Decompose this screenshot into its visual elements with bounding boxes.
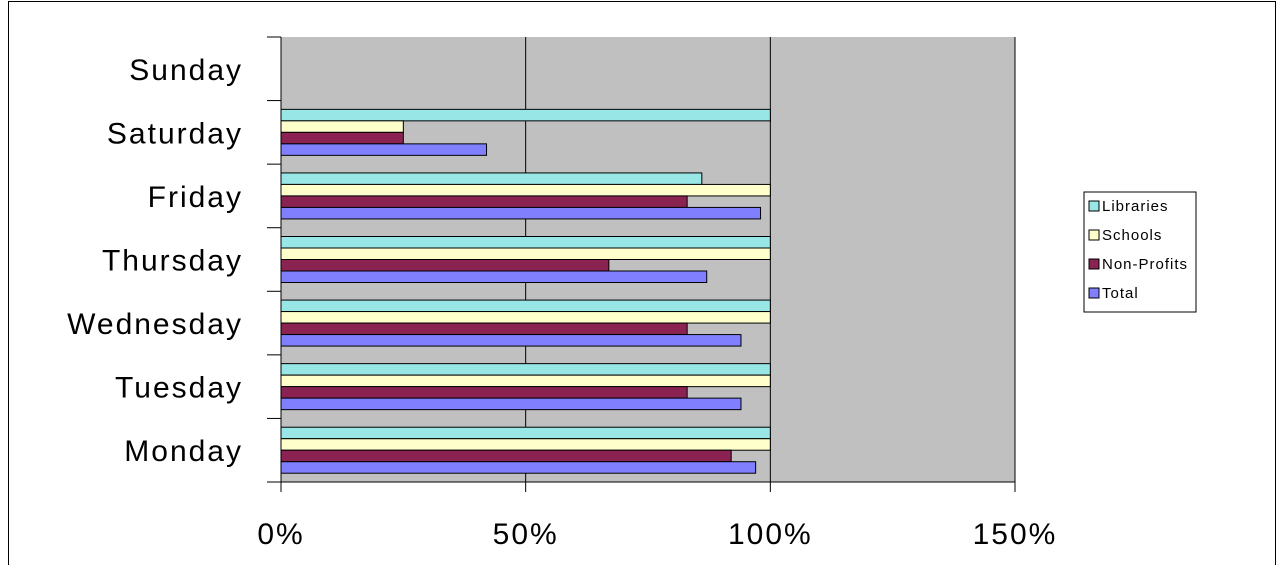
- category-label: Thursday: [102, 245, 243, 278]
- bar-libraries-wednesday: [280, 299, 771, 313]
- category-label: Wednesday: [67, 308, 243, 341]
- legend-label: Schools: [1102, 227, 1162, 244]
- legend-label: Total: [1102, 285, 1139, 302]
- bar-schools-friday: [280, 183, 771, 197]
- bar-non-profits-wednesday: [280, 322, 688, 336]
- x-tick-label: 0%: [257, 518, 304, 551]
- bar-non-profits-monday: [280, 449, 732, 463]
- bar-libraries-friday: [280, 172, 703, 185]
- bar-libraries-saturday: [280, 108, 771, 122]
- bar-total-tuesday: [280, 397, 742, 411]
- category-label: Monday: [124, 435, 243, 468]
- legend-label: Non-Profits: [1102, 256, 1188, 273]
- legend-swatch: [1088, 258, 1100, 270]
- category-label: Saturday: [107, 117, 243, 150]
- bar-total-wednesday: [280, 334, 742, 347]
- x-tick-label: 50%: [493, 518, 559, 551]
- bar-total-monday: [280, 461, 757, 474]
- bar-non-profits-thursday: [280, 259, 610, 272]
- legend: [1083, 191, 1197, 313]
- bar-non-profits-tuesday: [280, 386, 688, 399]
- chart-frame: [8, 1, 1276, 570]
- bar-non-profits-saturday: [280, 131, 404, 145]
- x-tick-label: 150%: [973, 518, 1058, 551]
- bar-schools-thursday: [280, 247, 771, 260]
- bar-total-thursday: [280, 270, 708, 283]
- bar-libraries-tuesday: [280, 363, 771, 376]
- bar-total-friday: [280, 206, 762, 220]
- legend-swatch: [1088, 229, 1100, 241]
- legend-label: Libraries: [1102, 198, 1169, 215]
- legend-swatch: [1088, 200, 1100, 212]
- bar-schools-tuesday: [280, 374, 771, 388]
- category-label: Sunday: [129, 54, 243, 87]
- bar-total-saturday: [280, 143, 488, 156]
- legend-swatch: [1088, 287, 1100, 299]
- x-tick-label: 100%: [728, 518, 813, 551]
- category-label: Friday: [148, 181, 243, 214]
- bar-schools-monday: [280, 438, 771, 451]
- bar-schools-wednesday: [280, 311, 771, 324]
- bar-schools-saturday: [280, 120, 404, 133]
- bar-libraries-thursday: [280, 236, 771, 249]
- category-label: Tuesday: [115, 372, 243, 405]
- bar-libraries-monday: [280, 426, 771, 440]
- bar-non-profits-friday: [280, 195, 688, 208]
